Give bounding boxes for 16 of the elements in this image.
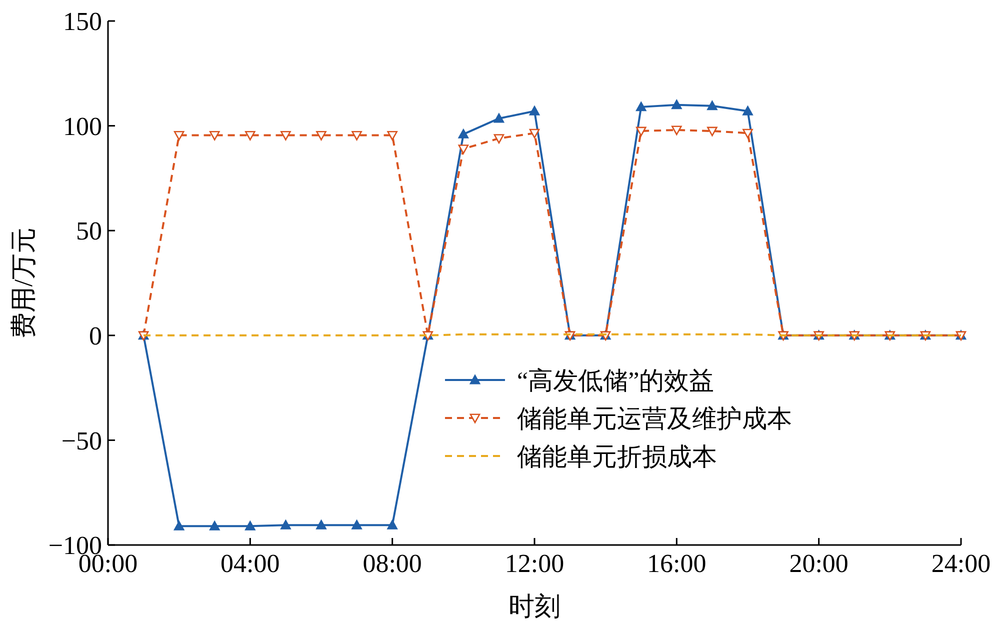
x-axis-title: 时刻: [508, 592, 560, 621]
x-tick-label: 08:00: [362, 549, 422, 578]
legend-label: “高发低储”的效益: [517, 366, 714, 395]
legend-label: 储能单元运营及维护成本: [517, 404, 792, 433]
x-tick-label: 24:00: [931, 549, 991, 578]
x-tick-label: 12:00: [504, 549, 564, 578]
y-tick-label: 100: [63, 112, 102, 141]
x-tick-label: 20:00: [789, 549, 848, 578]
legend-label: 储能单元折损成本: [517, 444, 717, 471]
y-axis-title: 费用/万元: [9, 227, 38, 339]
x-tick-label: 16:00: [647, 549, 706, 578]
y-tick-label: 150: [63, 7, 102, 36]
y-tick-label: 0: [89, 322, 102, 350]
y-tick-label: −50: [61, 426, 102, 456]
x-tick-label: 04:00: [220, 549, 280, 578]
y-tick-label: 50: [76, 216, 102, 246]
